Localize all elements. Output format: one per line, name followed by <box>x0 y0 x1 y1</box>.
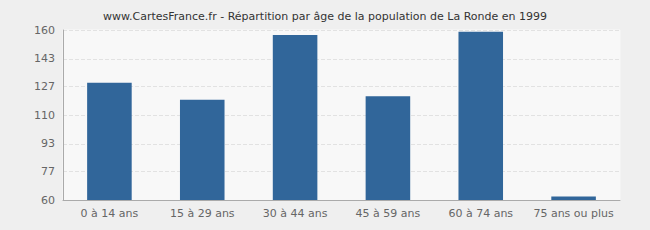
svg-text:110: 110 <box>34 109 55 122</box>
svg-text:160: 160 <box>34 24 55 37</box>
svg-text:127: 127 <box>34 80 55 93</box>
svg-text:0 à 14 ans: 0 à 14 ans <box>81 207 139 220</box>
svg-text:143: 143 <box>34 52 55 65</box>
svg-text:77: 77 <box>41 165 55 178</box>
svg-text:www.CartesFrance.fr - Répartit: www.CartesFrance.fr - Répartition par âg… <box>103 10 547 23</box>
svg-text:60 à 74 ans: 60 à 74 ans <box>448 207 513 220</box>
svg-text:93: 93 <box>41 137 55 150</box>
svg-text:75 ans ou plus: 75 ans ou plus <box>533 207 614 220</box>
svg-text:60: 60 <box>41 194 55 207</box>
svg-text:15 à 29 ans: 15 à 29 ans <box>170 207 235 220</box>
svg-text:45 à 59 ans: 45 à 59 ans <box>356 207 421 220</box>
svg-text:30 à 44 ans: 30 à 44 ans <box>263 207 328 220</box>
